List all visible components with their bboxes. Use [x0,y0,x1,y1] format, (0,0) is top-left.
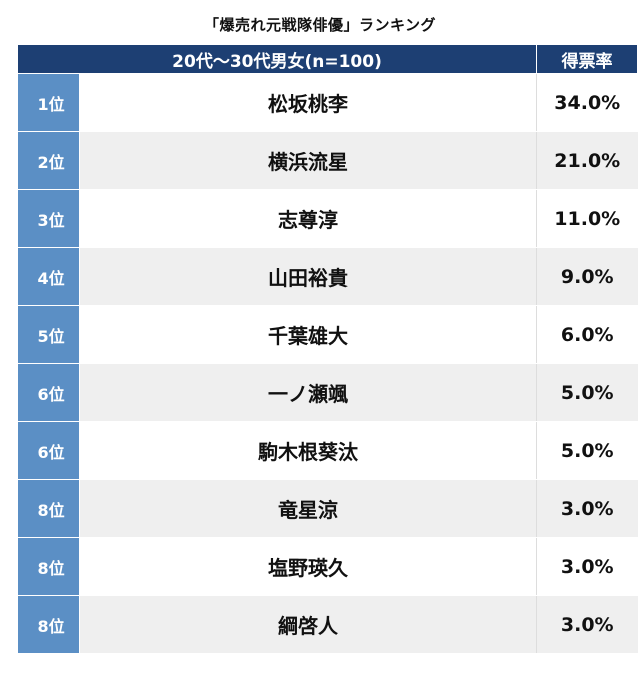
table-row: 3位 志尊淳 11.0% [17,189,638,248]
ranking-body: 1位 松坂桃李 34.0% 2位 横浜流星 21.0% 3位 志尊淳 11.0% 4位 山田裕貴 9.… [17,73,638,654]
actor-name: 志尊淳 [79,189,537,248]
rank-label: 5位 [17,305,80,364]
actor-name: 綱啓人 [79,595,537,654]
rank-label: 6位 [17,421,80,480]
actor-name: 一ノ瀬颯 [79,363,537,422]
vote-share-value: 3.0% [536,479,638,538]
vote-share-value: 3.0% [536,595,638,654]
table-row: 8位 綱啓人 3.0% [17,595,638,654]
table-row: 6位 駒木根葵汰 5.0% [17,421,638,480]
rank-label: 2位 [17,131,80,190]
table-header-row: 20代〜30代男女(n=100) 得票率 [17,44,638,74]
vote-share-value: 3.0% [536,537,638,596]
rank-label: 8位 [17,479,80,538]
rank-label: 8位 [17,595,80,654]
rank-label: 4位 [17,247,80,306]
table-row: 8位 塩野瑛久 3.0% [17,537,638,596]
page-title: 「爆売れ元戦隊俳優」ランキング [203,16,437,34]
table-row: 6位 一ノ瀬颯 5.0% [17,363,638,422]
actor-name: 松坂桃李 [79,73,537,132]
table-row: 8位 竜星涼 3.0% [17,479,638,538]
rank-label: 3位 [17,189,80,248]
actor-name: 駒木根葵汰 [79,421,537,480]
vote-share-value: 21.0% [536,131,638,190]
rank-label: 8位 [17,537,80,596]
vote-share-value: 11.0% [536,189,638,248]
actor-name: 千葉雄大 [79,305,537,364]
actor-name: 山田裕貴 [79,247,537,306]
vote-share-value: 6.0% [536,305,638,364]
ranking-table: 20代〜30代男女(n=100) 得票率 1位 松坂桃李 34.0% 2位 横浜流星 21… [17,44,638,654]
actor-name: 横浜流星 [79,131,537,190]
actor-name: 竜星涼 [79,479,537,538]
table-row: 1位 松坂桃李 34.0% [17,73,638,132]
actor-name: 塩野瑛久 [79,537,537,596]
vote-share-value: 34.0% [536,73,638,132]
vote-share-value: 5.0% [536,363,638,422]
vote-share-value: 9.0% [536,247,638,306]
rank-label: 6位 [17,363,80,422]
rank-label: 1位 [17,73,80,132]
table-row: 5位 千葉雄大 6.0% [17,305,638,364]
vote-share-value: 5.0% [536,421,638,480]
table-row: 2位 横浜流星 21.0% [17,131,638,190]
header-vote-share: 得票率 [536,44,638,74]
table-row: 4位 山田裕貴 9.0% [17,247,638,306]
header-respondents: 20代〜30代男女(n=100) [17,44,537,74]
